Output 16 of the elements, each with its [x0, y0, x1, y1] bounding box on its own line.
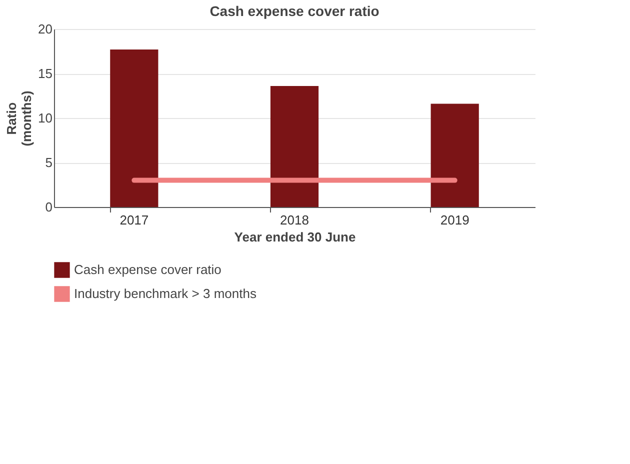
y-tick-label: 10 — [38, 110, 52, 126]
x-tick-label: 2018 — [280, 212, 309, 228]
y-tick-label: 0 — [45, 200, 52, 214]
x-tick-label: 2019 — [440, 212, 470, 228]
chart-title: Cash expense cover ratio — [210, 3, 380, 19]
x-axis-title: Year ended 30 June — [234, 230, 356, 244]
bar — [110, 49, 158, 207]
legend-label: Cash expense cover ratio — [74, 262, 222, 277]
bar — [270, 86, 319, 207]
y-tick-label: 20 — [38, 22, 52, 36]
legend-label: Industry benchmark > 3 months — [74, 286, 257, 301]
x-tick-label: 2017 — [120, 212, 149, 228]
y-tick-label: 5 — [45, 155, 52, 170]
y-tick-label: 15 — [38, 66, 52, 81]
bar — [430, 104, 479, 207]
y-axis-title: Ratio (months) — [4, 90, 34, 146]
